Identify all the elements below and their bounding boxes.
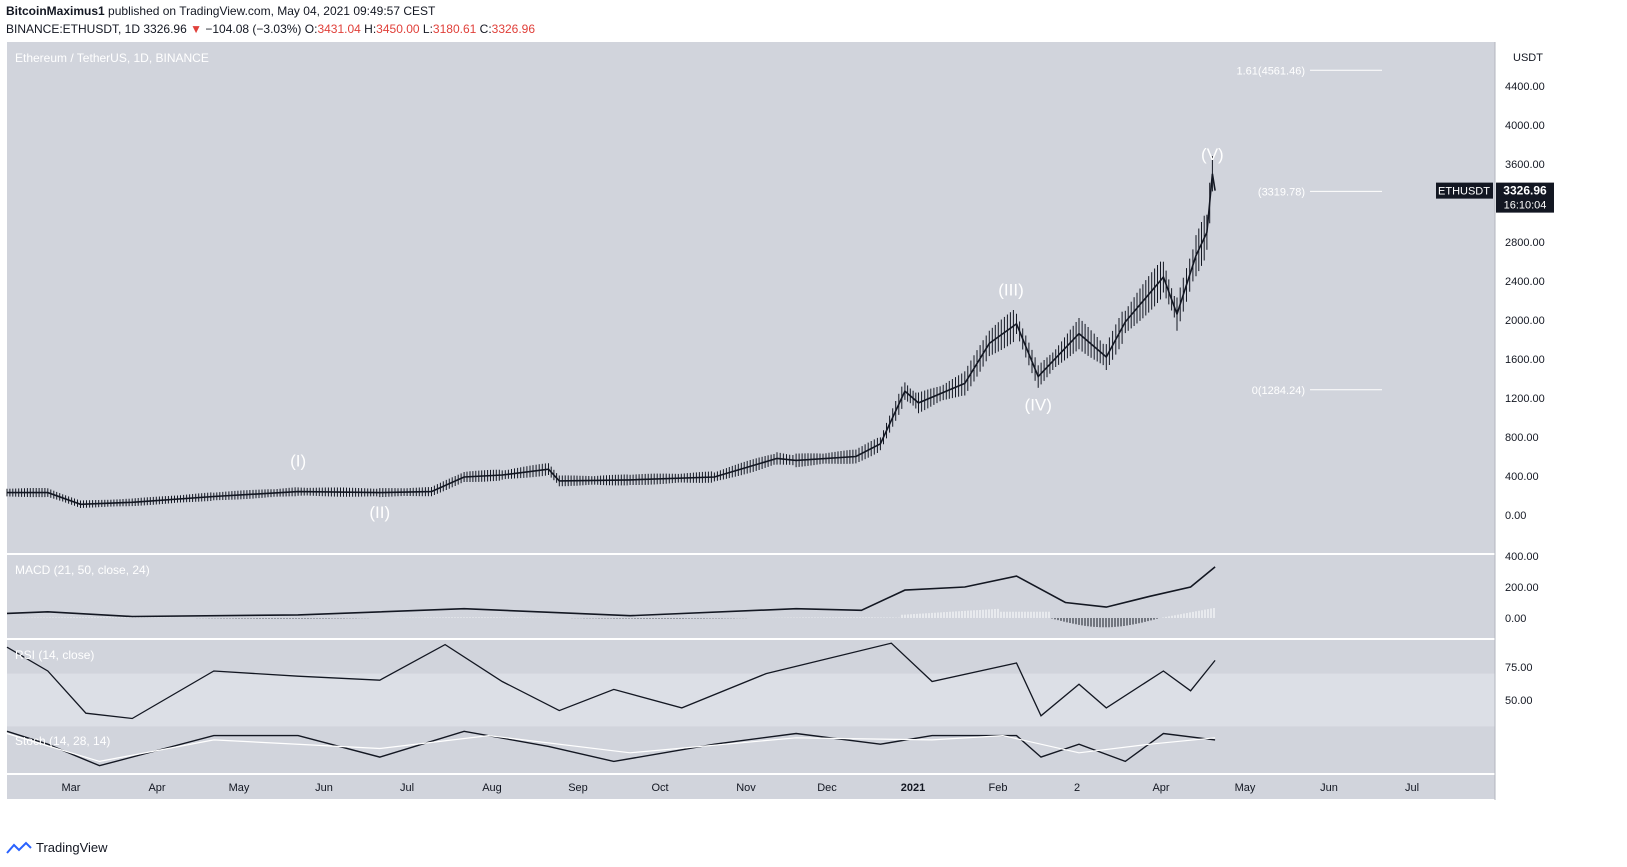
- symbol-label: BINANCE:ETHUSDT, 1D: [6, 22, 141, 36]
- x-tick-label: May: [1235, 782, 1256, 794]
- tradingview-logo-icon: [6, 841, 32, 854]
- publish-line: BitcoinMaximus1 published on TradingView…: [6, 4, 435, 18]
- wave-label: (V): [1201, 145, 1224, 164]
- x-tick-label: Jun: [315, 782, 333, 794]
- fib-level-label: (3319.78): [1258, 186, 1305, 198]
- symbol-badge: [1436, 182, 1493, 199]
- price-badge-countdown: 16:10:04: [1504, 200, 1547, 212]
- x-tick-label: Nov: [736, 782, 756, 794]
- x-tick-label: May: [229, 782, 250, 794]
- y-tick-label: 3200.00: [1505, 198, 1545, 210]
- x-tick-label: Aug: [482, 782, 502, 794]
- wave-label: (III): [998, 281, 1024, 300]
- wave-label: (I): [290, 451, 306, 470]
- y-tick-label: 800.00: [1505, 432, 1539, 444]
- rsi-title: RSI (14, close): [15, 648, 94, 662]
- stoch-d-line: [6, 732, 1216, 763]
- x-tick-label: Jun: [1320, 782, 1338, 794]
- macd-line: [6, 566, 1216, 618]
- publish-info: published on TradingView.com, May 04, 20…: [108, 4, 436, 18]
- close-value: 3326.96: [491, 22, 536, 36]
- macd-tick-label: 200.00: [1505, 582, 1539, 594]
- panel-stoch: [7, 725, 1495, 773]
- x-tick-label: Mar: [62, 782, 81, 794]
- stoch-k-line: [6, 730, 1216, 767]
- y-tick-label: 1200.00: [1505, 393, 1545, 405]
- price-badge-value: 3326.96: [1503, 184, 1547, 198]
- open-value: 3431.04: [317, 22, 361, 36]
- rsi-tick-label: 50.00: [1505, 695, 1533, 707]
- rsi-tick-label: 75.00: [1505, 662, 1533, 674]
- x-tick-label: 2021: [901, 782, 925, 794]
- brand-label: TradingView: [36, 840, 108, 855]
- time-axis-bg: [7, 775, 1495, 799]
- y-tick-label: 2400.00: [1505, 276, 1545, 288]
- stoch-title: Stoch (14, 28, 14): [15, 734, 110, 748]
- fib-level-label: 0(1284.24): [1252, 385, 1305, 397]
- symbol-badge-label: ETHUSDT: [1438, 186, 1490, 198]
- chart-title: Ethereum / TetherUS, 1D, BINANCE: [15, 51, 209, 65]
- x-tick-label: Jul: [1405, 782, 1419, 794]
- y-tick-label: 0.00: [1505, 510, 1526, 522]
- x-tick-label: Sep: [568, 782, 588, 794]
- y-tick-label: 2800.00: [1505, 237, 1545, 249]
- currency-label: USDT: [1513, 52, 1543, 64]
- y-tick-label: 4000.00: [1505, 120, 1545, 132]
- macd-tick-label: 400.00: [1505, 551, 1539, 563]
- y-tick-label: 400.00: [1505, 471, 1539, 483]
- rsi-line: [6, 642, 1216, 720]
- price-badge: [1496, 182, 1554, 213]
- wave-label: (II): [369, 503, 390, 522]
- y-tick-label: 2000.00: [1505, 315, 1545, 327]
- x-tick-label: Jul: [400, 782, 414, 794]
- x-tick-label: Dec: [817, 782, 837, 794]
- x-tick-label: Apr: [1152, 782, 1169, 794]
- panel-macd: [7, 555, 1495, 638]
- ohlc-line: BINANCE:ETHUSDT, 1D 3326.96 ▼ −104.08 (−…: [6, 22, 535, 36]
- y-tick-label: 1600.00: [1505, 354, 1545, 366]
- last-price: 3326.96: [143, 22, 187, 36]
- rsi-band: [7, 673, 1495, 727]
- x-tick-label: Apr: [148, 782, 165, 794]
- macd-title: MACD (21, 50, close, 24): [15, 563, 150, 577]
- macd-tick-label: 0.00: [1505, 613, 1526, 625]
- x-tick-label: Feb: [989, 782, 1008, 794]
- down-arrow-icon: ▼: [190, 22, 202, 36]
- open-label: O:: [304, 22, 318, 36]
- x-tick-label: 2: [1074, 782, 1080, 794]
- y-tick-label: 4400.00: [1505, 81, 1545, 93]
- author-name[interactable]: BitcoinMaximus1: [6, 4, 105, 18]
- footer-brand[interactable]: TradingView: [6, 840, 108, 855]
- y-tick-label: 3600.00: [1505, 159, 1545, 171]
- low-label: L:: [422, 22, 433, 36]
- panel-main: [7, 42, 1495, 553]
- price-change: −104.08 (−3.03%): [205, 22, 302, 36]
- wave-label: (IV): [1025, 396, 1052, 415]
- low-value: 3180.61: [432, 22, 477, 36]
- fib-level-label: 1.61(4561.46): [1237, 65, 1306, 77]
- x-tick-label: Oct: [651, 782, 668, 794]
- close-label: C:: [479, 22, 492, 36]
- high-label: H:: [364, 22, 377, 36]
- high-value: 3450.00: [376, 22, 420, 36]
